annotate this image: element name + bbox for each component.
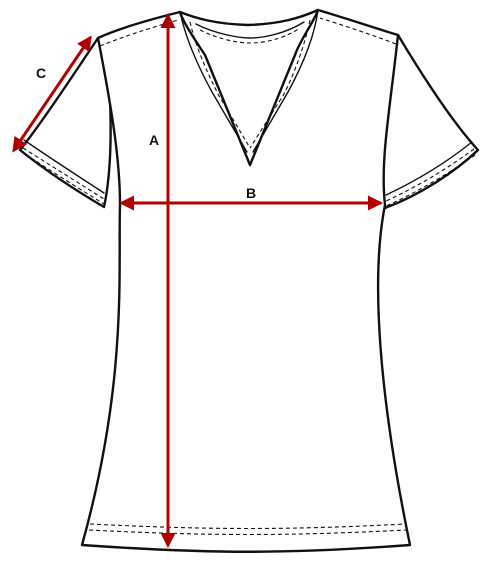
- measure-b-label: B: [246, 185, 256, 201]
- measure-c-sleeve-arrow: [12, 35, 92, 153]
- right-cuff-stitch-1: [385, 148, 475, 202]
- neckline-inner: [178, 8, 320, 27]
- right-shoulder-stitch: [319, 17, 397, 45]
- collar-band-outer-left: [179, 11, 248, 153]
- bottom-hem-stitch-1: [89, 523, 406, 530]
- collar-back-band: [195, 21, 305, 39]
- tshirt-body: [80, 8, 412, 553]
- right-cuff-stitch-2: [385, 154, 476, 207]
- measure-a-label: A: [149, 132, 159, 148]
- left-cuff-stitch-2: [24, 153, 105, 205]
- collar-stitch-right: [249, 19, 311, 149]
- bottom-hem-stitch-2: [88, 529, 407, 536]
- right-cuff-hem: [385, 141, 473, 196]
- collar-stitch-left: [189, 21, 251, 149]
- measure-c-label: C: [36, 65, 46, 81]
- collar-back-stitch: [199, 27, 301, 44]
- collar-band-outer-right: [252, 9, 319, 153]
- left-cuff-stitch-1: [22, 147, 105, 200]
